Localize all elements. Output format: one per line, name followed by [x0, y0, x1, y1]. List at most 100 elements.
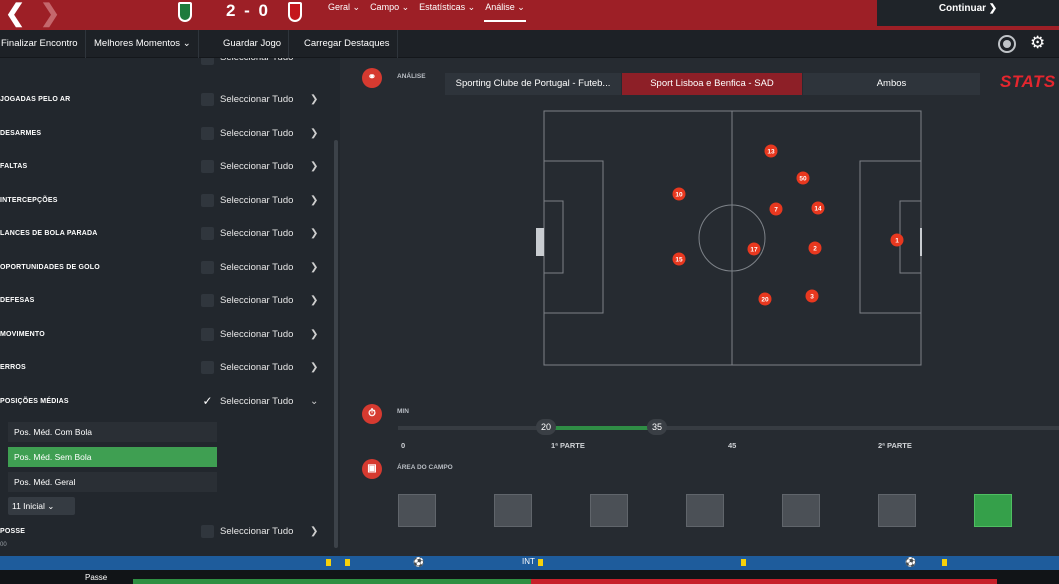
player-marker[interactable]: 17: [747, 242, 761, 256]
pitch-area-option[interactable]: [590, 494, 628, 527]
timeline-tick: 45: [728, 441, 737, 450]
checkbox[interactable]: [201, 127, 214, 140]
pitch-area-option[interactable]: [686, 494, 724, 527]
category-row-movement[interactable]: MOVIMENTO Seleccionar Tudo ❯: [0, 321, 330, 349]
back-arrow-icon[interactable]: ❮: [5, 0, 26, 27]
chevron-right-icon[interactable]: ❯: [310, 362, 319, 373]
chevron-right-icon[interactable]: ❯: [310, 262, 319, 273]
option-avg-pos-without-ball[interactable]: Pos. Méd. Sem Bola: [8, 447, 217, 467]
select-all-label[interactable]: Seleccionar Tudo: [220, 94, 294, 105]
checkbox[interactable]: [201, 361, 214, 374]
passe-label: Passe: [85, 573, 108, 582]
timeline-end-handle[interactable]: 35: [647, 419, 667, 435]
category-row-set-pieces[interactable]: LANCES DE BOLA PARADA Seleccionar Tudo ❯: [0, 220, 330, 248]
chevron-right-icon[interactable]: ❯: [310, 228, 319, 239]
chevron-right-icon[interactable]: ❯: [310, 526, 319, 537]
svg-text:10: 10: [675, 192, 683, 199]
team-tab-both[interactable]: Ambos: [803, 73, 980, 95]
checkbox[interactable]: [201, 294, 214, 307]
pitch-area-option[interactable]: [398, 494, 436, 527]
category-row-tackles[interactable]: DESARMES Seleccionar Tudo ❯: [0, 120, 330, 148]
continue-button[interactable]: Continuar ❯: [877, 0, 1059, 26]
gear-icon[interactable]: ⚙: [1030, 33, 1046, 52]
category-row-chances[interactable]: OPORTUNIDADES DE GOLO Seleccionar Tudo ❯: [0, 254, 330, 282]
select-all-label[interactable]: Seleccionar Tudo: [220, 396, 294, 407]
team-tab-benfica[interactable]: Sport Lisboa e Benfica - SAD: [622, 73, 802, 95]
category-label: DEFESAS: [0, 297, 35, 304]
select-all-label[interactable]: Seleccionar Tudo: [220, 329, 294, 340]
checkbox[interactable]: [201, 525, 214, 538]
checkbox[interactable]: [201, 227, 214, 240]
player-marker[interactable]: 10: [672, 187, 686, 201]
player-marker[interactable]: 13: [764, 144, 778, 158]
player-marker[interactable]: 1: [890, 233, 904, 247]
player-marker[interactable]: 2: [808, 241, 822, 255]
pitch-area-option[interactable]: [782, 494, 820, 527]
category-label: POSIÇÕES MÉDIAS: [0, 398, 69, 405]
highlights-button[interactable]: Melhores Momentos ⌄: [87, 30, 199, 58]
player-marker[interactable]: 7: [769, 202, 783, 216]
timeline-start-handle[interactable]: 20: [536, 419, 556, 435]
forward-arrow-icon[interactable]: ❯: [40, 0, 61, 27]
category-row-aerial[interactable]: JOGADAS PELO AR Seleccionar Tudo ❯: [0, 86, 330, 114]
player-marker[interactable]: 3: [805, 289, 819, 303]
checkbox[interactable]: [201, 328, 214, 341]
match-timeline-bar: ⚽ INT ⚽: [0, 556, 1059, 570]
select-all-label[interactable]: Seleccionar Tudo: [220, 58, 293, 68]
svg-text:15: 15: [675, 257, 683, 264]
player-marker[interactable]: 15: [672, 252, 686, 266]
player-marker[interactable]: 50: [796, 171, 810, 185]
select-all-label[interactable]: Seleccionar Tudo: [220, 228, 294, 239]
team-tab-sporting[interactable]: Sporting Clube de Portugal - Futeb...: [445, 73, 621, 95]
chevron-down-icon[interactable]: ⌄: [310, 396, 319, 407]
chevron-right-icon[interactable]: ❯: [310, 195, 319, 206]
select-all-label[interactable]: Seleccionar Tudo: [220, 195, 294, 206]
record-icon[interactable]: [998, 35, 1016, 53]
select-all-label[interactable]: Seleccionar Tudo: [220, 295, 294, 306]
option-avg-pos-with-ball[interactable]: Pos. Méd. Com Bola: [8, 422, 217, 442]
menu-geral[interactable]: Geral ⌄: [328, 2, 361, 12]
save-game-button[interactable]: Guardar Jogo: [216, 30, 290, 58]
select-all-label[interactable]: Seleccionar Tudo: [220, 362, 294, 373]
category-row-errors[interactable]: ERROS Seleccionar Tudo ❯: [0, 354, 330, 382]
checkbox[interactable]: [201, 58, 214, 65]
menu-analise[interactable]: Análise ⌄: [484, 2, 526, 22]
checkmark-icon[interactable]: ✓: [202, 394, 213, 408]
player-marker[interactable]: 20: [758, 292, 772, 306]
right-goal-area: [899, 200, 922, 274]
select-all-label[interactable]: Seleccionar Tudo: [220, 161, 294, 172]
load-highlights-button[interactable]: Carregar Destaques: [297, 30, 398, 58]
category-row-interceptions[interactable]: INTERCEPÇÕES Seleccionar Tudo ❯: [0, 187, 330, 215]
category-row-saves[interactable]: DEFESAS Seleccionar Tudo ❯: [0, 287, 330, 315]
sidebar-scrollbar[interactable]: [334, 140, 338, 548]
category-row-fouls[interactable]: FALTAS Seleccionar Tudo ❯: [0, 153, 330, 181]
lineup-select[interactable]: 11 Inicial ⌄: [8, 497, 75, 515]
yellow-card-icon: [326, 559, 331, 566]
menu-campo[interactable]: Campo ⌄: [370, 2, 410, 12]
menu-estatisticas[interactable]: Estatísticas ⌄: [419, 2, 476, 12]
category-row-possession[interactable]: POSSE Seleccionar Tudo ❯: [0, 518, 330, 546]
toolbar: Finalizar Encontro Melhores Momentos ⌄ G…: [0, 30, 1059, 58]
select-all-label[interactable]: Seleccionar Tudo: [220, 262, 294, 273]
category-row-average-positions[interactable]: POSIÇÕES MÉDIAS ✓ Seleccionar Tudo ⌄: [0, 388, 330, 416]
chevron-right-icon[interactable]: ❯: [310, 161, 319, 172]
right-penalty-area: [859, 160, 922, 314]
sporting-crest-icon: [178, 2, 192, 22]
checkbox[interactable]: [201, 93, 214, 106]
checkbox[interactable]: [201, 261, 214, 274]
player-marker[interactable]: 14: [811, 201, 825, 215]
pitch-area-option[interactable]: [878, 494, 916, 527]
option-avg-pos-overall[interactable]: Pos. Méd. Geral: [8, 472, 217, 492]
finish-match-button[interactable]: Finalizar Encontro: [0, 30, 86, 58]
checkbox[interactable]: [201, 194, 214, 207]
timeline-track[interactable]: [398, 426, 1059, 430]
chevron-right-icon[interactable]: ❯: [310, 94, 319, 105]
checkbox[interactable]: [201, 160, 214, 173]
pitch-area-option[interactable]: [494, 494, 532, 527]
select-all-label[interactable]: Seleccionar Tudo: [220, 526, 294, 537]
select-all-label[interactable]: Seleccionar Tudo: [220, 128, 294, 139]
chevron-right-icon[interactable]: ❯: [310, 329, 319, 340]
pitch-area-option-all[interactable]: [974, 494, 1012, 527]
chevron-right-icon[interactable]: ❯: [310, 295, 319, 306]
chevron-right-icon[interactable]: ❯: [310, 128, 319, 139]
